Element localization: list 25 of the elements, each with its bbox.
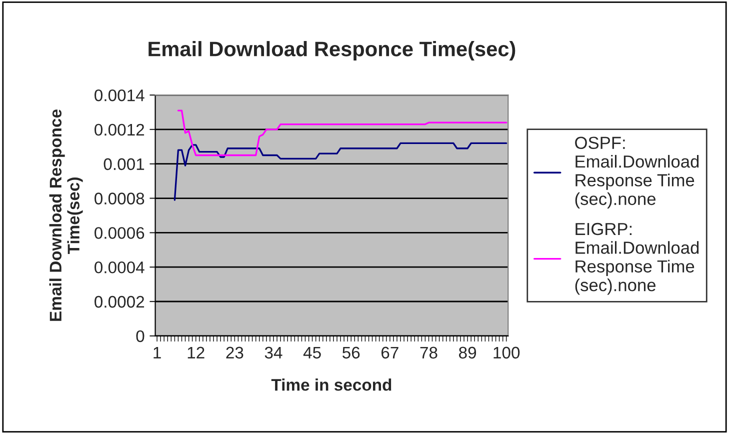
x-tick-label: 1 — [154, 346, 161, 358]
y-tick-label: 0 — [136, 330, 144, 342]
y-tick-label: 0.001 — [104, 158, 144, 170]
x-tick-label: 67 — [381, 346, 398, 359]
chart-title: Email Download Responce Time(sec) — [148, 41, 516, 60]
legend-label: EIGRP: Email.Download Response Time (sec).none — [575, 222, 699, 295]
y-tick-label: 0.0006 — [94, 227, 144, 239]
y-tick-label: 0.0002 — [94, 296, 144, 308]
legend-label: OSPF: Email.Download Response Time (sec).none — [575, 136, 699, 209]
x-tick-label: 78 — [420, 346, 438, 359]
x-tick-label: 34 — [264, 346, 282, 359]
y-tick-label: 0.0014 — [94, 89, 144, 102]
x-tick-label: 89 — [458, 346, 476, 359]
line-series — [177, 110, 508, 156]
y-axis-title: Email Download Responce Time(sec) — [49, 110, 83, 321]
y-tick-label: 0.0004 — [94, 261, 144, 274]
x-tick-label: 12 — [188, 346, 204, 358]
x-tick-label: 56 — [342, 346, 360, 359]
x-tick-label: 100 — [494, 346, 520, 359]
x-tick-label: 45 — [303, 346, 321, 359]
x-tick-label: 23 — [226, 346, 244, 359]
y-tick-label: 0.0012 — [94, 124, 144, 136]
line-series — [174, 142, 508, 201]
x-axis-title: Time in second — [271, 378, 392, 391]
y-tick-label: 0.0008 — [94, 192, 144, 204]
